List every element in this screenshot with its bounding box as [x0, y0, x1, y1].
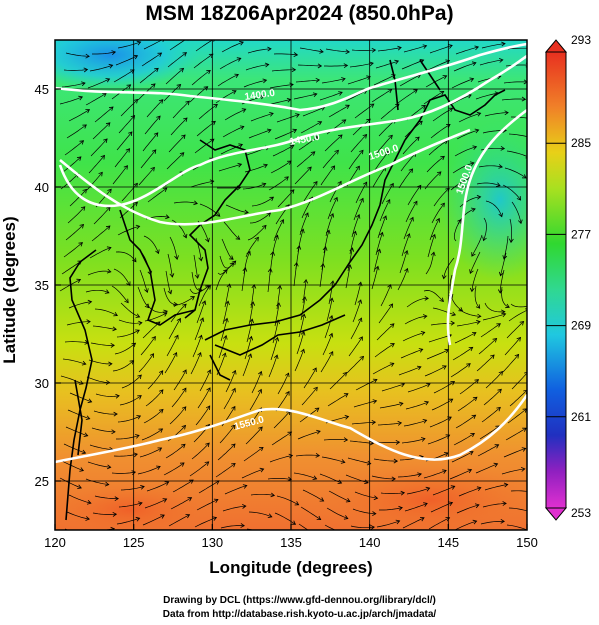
- contour-1500-west: [59, 128, 471, 226]
- colorbar-body: [545, 51, 567, 509]
- colorbar-label: 293: [571, 33, 591, 47]
- y-axis-ticks: 25 30 35 40 45: [35, 82, 61, 489]
- x-tick-label: 145: [437, 535, 459, 550]
- x-axis-label: Longitude (degrees): [209, 558, 373, 577]
- colorbar-bottom-arrow: [544, 507, 568, 521]
- colorbar-label: 285: [571, 136, 591, 150]
- colorbar-label: 253: [571, 506, 591, 520]
- y-tick-label: 25: [35, 474, 49, 489]
- y-tick-label: 45: [35, 82, 49, 97]
- colorbar: 293 285 277 269 261 253: [544, 33, 591, 521]
- x-tick-label: 125: [123, 535, 145, 550]
- colorbar-label: 261: [571, 410, 591, 424]
- x-axis-ticks: 120 125 130 135 140 145 150: [44, 524, 538, 550]
- y-tick-label: 40: [35, 180, 49, 195]
- x-tick-label: 150: [516, 535, 538, 550]
- y-tick-label: 30: [35, 376, 49, 391]
- y-tick-label: 35: [35, 278, 49, 293]
- height-contours: [55, 42, 527, 464]
- x-tick-label: 140: [359, 535, 381, 550]
- x-tick-label: 120: [44, 535, 66, 550]
- contour-1500-east: [446, 108, 527, 346]
- lat-lon-grid: [55, 40, 527, 530]
- colorbar-ticks: 293 285 277 269 261 253: [546, 33, 591, 520]
- credit-data: Data from http://database.rish.kyoto-u.a…: [162, 609, 437, 620]
- map-title: MSM 18Z06Apr2024 (850.0hPa): [145, 2, 454, 25]
- colorbar-label: 277: [571, 227, 591, 241]
- credit-drawing: Drawing by DCL (https://www.gfd-dennou.o…: [163, 595, 436, 606]
- y-axis-label: Latitude (degrees): [0, 216, 19, 364]
- contour-1550: [55, 394, 527, 464]
- x-tick-label: 135: [280, 535, 302, 550]
- contour-label: 1450.0: [289, 132, 321, 148]
- colorbar-top-arrow: [544, 39, 568, 53]
- contour-label: 1400.0: [244, 88, 276, 103]
- x-tick-label: 130: [201, 535, 223, 550]
- colorbar-label: 269: [571, 319, 591, 333]
- contour-1400: [55, 42, 527, 112]
- coastlines: [65, 59, 506, 521]
